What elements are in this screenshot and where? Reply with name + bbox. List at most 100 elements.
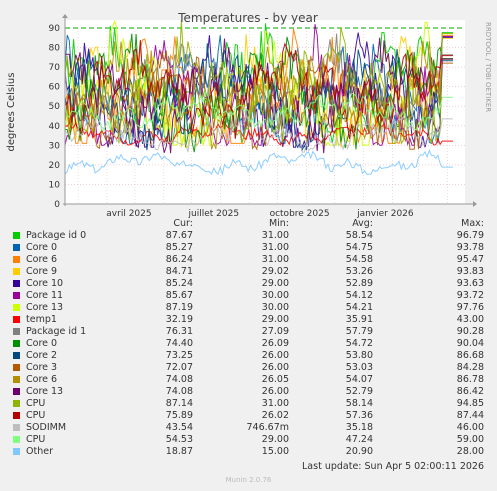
axes: 0 10 20 30 40 50 60 70 80 90 avril 2025 juillet 202… (49, 14, 477, 219)
legend-max: 59.00 (456, 434, 484, 445)
y-tick-label: 40 (49, 122, 61, 132)
legend-cur: 72.07 (165, 362, 193, 373)
legend-min: 26.00 (261, 386, 289, 397)
legend-cur: 87.19 (165, 302, 193, 313)
legend-min: 30.00 (261, 302, 289, 313)
legend-min: 27.09 (261, 326, 289, 337)
legend-name: Core 6 (26, 254, 58, 265)
legend-row: CPU 75.89 26.02 57.36 87.44 (0, 410, 497, 422)
legend-cur: 74.40 (165, 338, 193, 349)
legend-row: CPU 87.14 31.00 58.14 94.85 (0, 398, 497, 410)
legend-cur: 76.31 (165, 326, 193, 337)
legend-avg: 35.18 (345, 422, 373, 433)
legend-avg: 58.14 (345, 398, 373, 409)
legend-row: Core 3 72.07 26.00 53.03 84.28 (0, 362, 497, 374)
legend-row: Core 13 87.19 30.00 54.21 97.76 (0, 302, 497, 314)
legend-max: 84.28 (456, 362, 484, 373)
legend-name: SODIMM (26, 422, 67, 433)
legend-name: Core 13 (26, 302, 64, 313)
legend-avg: 35.91 (345, 314, 373, 325)
legend: Cur: Min: Avg: Max: Package id 0 87.67 31.… (0, 218, 497, 458)
legend-max: 86.78 (456, 374, 484, 385)
legend-row: Core 10 85.24 29.00 52.89 93.63 (0, 278, 497, 290)
legend-swatch (13, 268, 20, 275)
legend-name: Core 6 (26, 374, 58, 385)
legend-row: Core 0 74.40 26.09 54.72 90.04 (0, 338, 497, 350)
legend-max: 93.72 (456, 290, 484, 301)
col-min-header: Min: (268, 218, 289, 229)
legend-max: 86.68 (456, 350, 484, 361)
chart-title: Temperatures - by year (177, 11, 318, 25)
legend-name: Core 11 (26, 290, 64, 301)
legend-name: Core 9 (26, 266, 58, 277)
col-avg-header: Avg: (352, 218, 373, 229)
legend-max: 97.76 (456, 302, 484, 313)
legend-max: 90.28 (456, 326, 484, 337)
legend-min: 31.00 (261, 230, 289, 241)
legend-swatch (13, 376, 20, 383)
legend-name: temp1 (26, 314, 57, 325)
legend-min: 29.02 (261, 266, 289, 277)
y-tick-label: 70 (49, 63, 61, 73)
legend-swatch (13, 316, 20, 323)
series-line (64, 40, 453, 139)
y-tick-label: 80 (49, 44, 61, 54)
legend-avg: 53.03 (345, 362, 373, 373)
legend-min: 29.00 (261, 434, 289, 445)
legend-min: 29.00 (261, 314, 289, 325)
legend-avg: 54.07 (345, 374, 373, 385)
legend-min: 26.00 (261, 350, 289, 361)
legend-cur: 54.53 (165, 434, 193, 445)
legend-min: 15.00 (261, 446, 289, 457)
last-update: Last update: Sun Apr 5 02:00:11 2026 (302, 461, 484, 472)
legend-row: SODIMM 43.54 746.67m 35.18 46.00 (0, 422, 497, 434)
legend-name: Package id 0 (26, 230, 87, 241)
y-tick-label: 20 (49, 161, 61, 171)
series-line (64, 20, 453, 145)
legend-cur: 85.27 (165, 242, 193, 253)
legend-max: 28.00 (456, 446, 484, 457)
y-tick-label: 30 (49, 141, 61, 151)
legend-min: 30.00 (261, 290, 289, 301)
legend-swatch (13, 232, 20, 239)
legend-cur: 32.19 (165, 314, 193, 325)
legend-name: Package id 1 (26, 326, 87, 337)
legend-swatch (13, 340, 20, 347)
legend-swatch (13, 352, 20, 359)
legend-name: CPU (26, 434, 46, 445)
legend-swatch (13, 304, 20, 311)
y-tick-label: 60 (49, 83, 61, 93)
legend-cur: 18.87 (165, 446, 193, 457)
legend-swatch (13, 364, 20, 371)
legend-cur: 87.67 (165, 230, 193, 241)
legend-cur: 84.71 (165, 266, 193, 277)
legend-avg: 53.80 (345, 350, 373, 361)
legend-name: CPU (26, 410, 46, 421)
legend-avg: 54.58 (345, 254, 373, 265)
legend-avg: 54.75 (345, 242, 373, 253)
legend-row: Other 18.87 15.00 20.90 28.00 (0, 446, 497, 458)
legend-min: 26.02 (261, 410, 289, 421)
legend-swatch (13, 412, 20, 419)
legend-swatch (13, 448, 20, 455)
legend-max: 87.44 (456, 410, 484, 421)
rrdtool-credit: RRDTOOL / TOBI OETIKER (484, 22, 492, 112)
legend-cur: 87.14 (165, 398, 193, 409)
legend-avg: 53.26 (345, 266, 373, 277)
series-line (64, 40, 453, 150)
legend-min: 31.00 (261, 242, 289, 253)
legend-name: Core 0 (26, 242, 58, 253)
legend-name: Core 13 (26, 386, 64, 397)
legend-name: Core 0 (26, 338, 58, 349)
x-tick-label: juillet 2025 (188, 209, 240, 219)
legend-name: Core 10 (26, 278, 64, 289)
legend-swatch (13, 388, 20, 395)
legend-row: Core 9 84.71 29.02 53.26 93.83 (0, 266, 497, 278)
legend-cur: 86.24 (165, 254, 193, 265)
legend-row: CPU 54.53 29.00 47.24 59.00 (0, 434, 497, 446)
legend-name: Core 3 (26, 362, 58, 373)
series-line (64, 113, 453, 153)
legend-max: 43.00 (456, 314, 484, 325)
legend-max: 93.78 (456, 242, 484, 253)
